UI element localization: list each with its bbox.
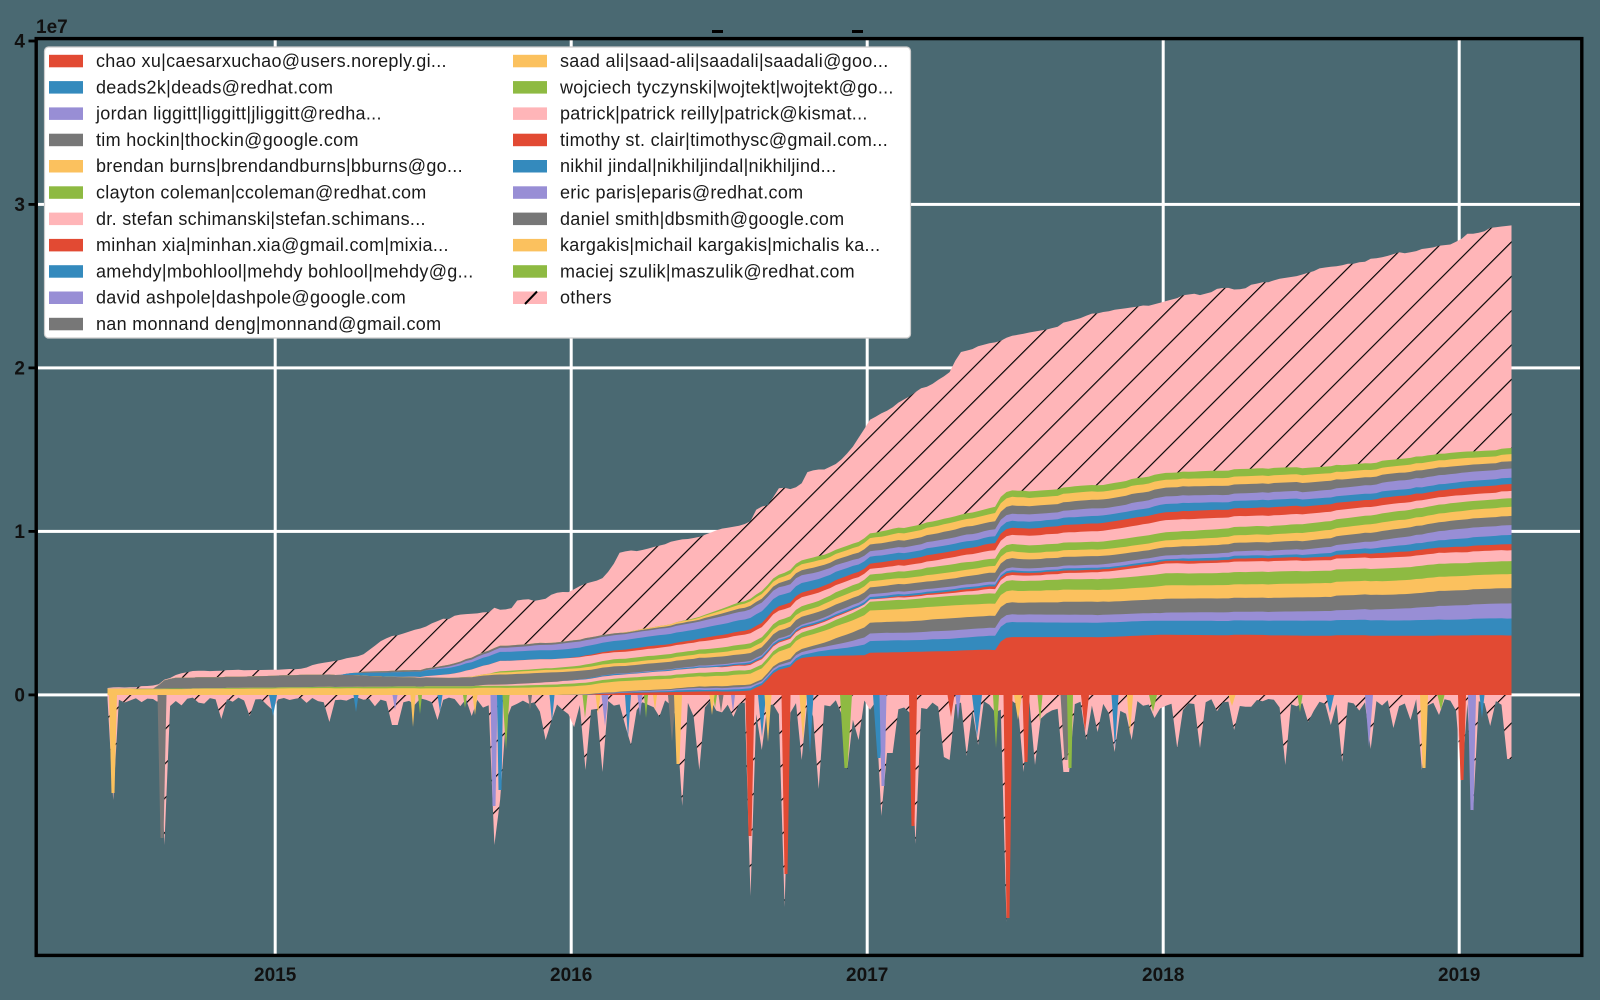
- svg-text:dr. stefan schimanski|stefan.s: dr. stefan schimanski|stefan.schimans...: [96, 209, 426, 229]
- svg-text:minhan xia|minhan.xia@gmail.co: minhan xia|minhan.xia@gmail.com|mixia...: [96, 235, 449, 255]
- svg-text:others: others: [560, 288, 612, 308]
- svg-text:nan monnand deng|monnand@gmail: nan monnand deng|monnand@gmail.com: [96, 314, 441, 334]
- svg-text:deads2k|deads@redhat.com: deads2k|deads@redhat.com: [96, 77, 333, 97]
- svg-text:jordan liggitt|liggitt|jliggit: jordan liggitt|liggitt|jliggitt@redha...: [95, 104, 382, 124]
- svg-text:patrick|patrick reilly|patrick: patrick|patrick reilly|patrick@kismat...: [560, 104, 868, 124]
- svg-text:tim hockin|thockin@google.com: tim hockin|thockin@google.com: [96, 130, 359, 150]
- svg-text:2016: 2016: [550, 965, 592, 986]
- svg-text:2015: 2015: [254, 965, 297, 986]
- svg-text:2018: 2018: [1142, 965, 1184, 986]
- svg-text:kargakis|michail kargakis|mich: kargakis|michail kargakis|michalis ka...: [560, 235, 880, 255]
- svg-text:1: 1: [14, 522, 25, 543]
- svg-text:brendan burns|brendandburns|bb: brendan burns|brendandburns|bburns@go...: [96, 156, 463, 176]
- svg-text:david ashpole|dashpole@google.: david ashpole|dashpole@google.com: [96, 288, 406, 308]
- svg-text:eric paris|eparis@redhat.com: eric paris|eparis@redhat.com: [560, 183, 803, 203]
- svg-text:wojciech tyczynski|wojtekt|woj: wojciech tyczynski|wojtekt|wojtekt@go...: [559, 77, 894, 97]
- svg-text:saad ali|saad-ali|saadali|saad: saad ali|saad-ali|saadali|saadali@goo...: [560, 51, 889, 71]
- svg-text:amehdy|mbohlool|mehdy bohlool|: amehdy|mbohlool|mehdy bohlool|mehdy@g...: [96, 261, 474, 281]
- svg-text:0: 0: [14, 685, 25, 706]
- svg-text:chao xu|caesarxuchao@users.nor: chao xu|caesarxuchao@users.noreply.gi...: [96, 51, 447, 71]
- svg-text:maciej szulik|maszulik@redhat.: maciej szulik|maszulik@redhat.com: [560, 261, 855, 281]
- svg-text:2017: 2017: [846, 965, 888, 986]
- svg-text:clayton coleman|ccoleman@redha: clayton coleman|ccoleman@redhat.com: [96, 183, 427, 203]
- svg-text:timothy st. clair|timothysc@gm: timothy st. clair|timothysc@gmail.com...: [560, 130, 888, 150]
- svg-text:1e7: 1e7: [36, 17, 68, 38]
- svg-text:2: 2: [14, 358, 25, 379]
- svg-text:3: 3: [14, 195, 25, 216]
- svg-text:nikhil jindal|nikhiljindal|nik: nikhil jindal|nikhiljindal|nikhiljind...: [560, 156, 837, 176]
- svg-text:4: 4: [14, 32, 25, 53]
- svg-text:daniel smith|dbsmith@google.co: daniel smith|dbsmith@google.com: [560, 209, 844, 229]
- svg-text:2019: 2019: [1438, 965, 1480, 986]
